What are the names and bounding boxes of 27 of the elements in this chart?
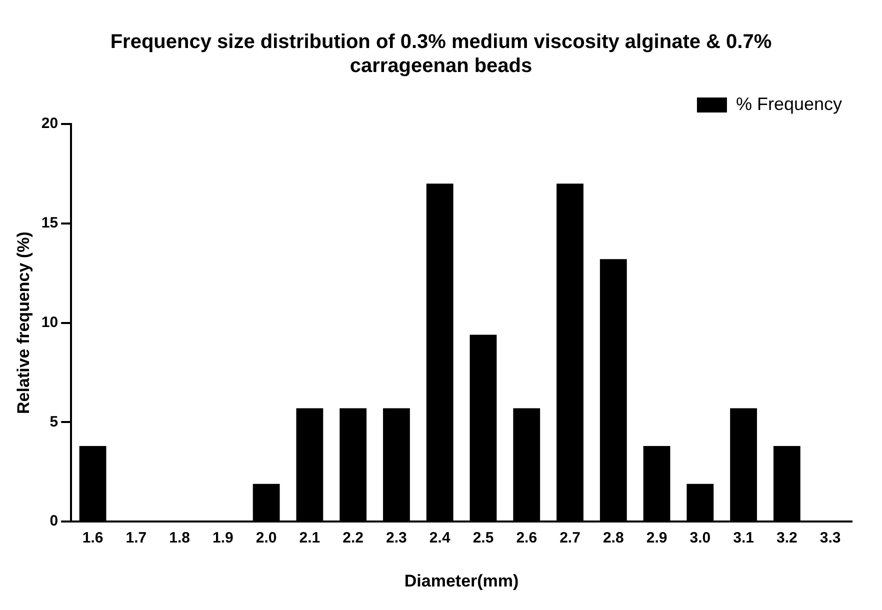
legend-label: % Frequency	[736, 94, 842, 114]
x-tick-label: 3.0	[690, 530, 711, 547]
x-tick-label: 3.2	[776, 530, 798, 547]
chart-title: Frequency size distribution of 0.3% medium viscosity alginate & 0.7% carrageenan beads	[109, 30, 773, 79]
x-tick-label: 1.7	[126, 530, 147, 547]
x-tick-label: 2.3	[386, 530, 407, 547]
x-tick-label: 2.6	[516, 530, 538, 547]
x-tick-label: 2.4	[429, 530, 451, 547]
x-tick-label: 2.0	[256, 530, 277, 547]
y-tick-label: 0	[50, 512, 58, 530]
x-tick-label: 1.6	[82, 530, 104, 547]
y-tick-label: 10	[41, 314, 58, 331]
x-axis-title: Diameter(mm)	[404, 571, 519, 590]
y-axis-title: Relative frequency (%)	[14, 232, 33, 414]
x-tick-label: 2.7	[560, 530, 580, 547]
x-tick-label: 3.1	[733, 530, 754, 547]
y-tick-label: 5	[50, 413, 58, 430]
x-tick-label: 2.8	[602, 530, 624, 547]
x-tick-label: 1.8	[169, 530, 190, 547]
x-tick-label: 2.5	[472, 530, 494, 547]
x-tick-label: 2.9	[646, 530, 668, 547]
y-tick-label: 20	[41, 115, 58, 132]
x-tick-label: 2.2	[342, 530, 364, 547]
x-tick-label: 2.1	[299, 530, 320, 547]
y-tick-label: 15	[41, 214, 58, 232]
x-tick-label: 3.3	[820, 530, 841, 547]
x-tick-label: 1.9	[212, 530, 234, 547]
